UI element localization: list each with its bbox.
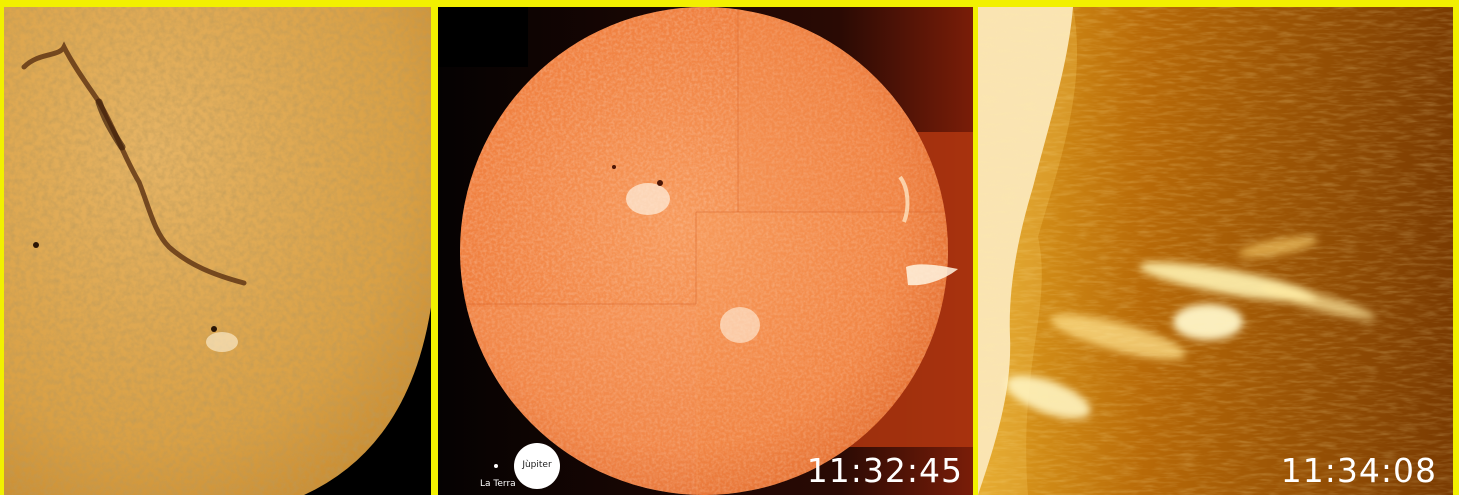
prominence-closeup-panel: 11:34:08 bbox=[978, 7, 1453, 495]
timestamp-right: 11:34:08 bbox=[1280, 451, 1437, 490]
jupiter-scale-disc: Jùpiter bbox=[514, 443, 560, 489]
full-disk-sun-image bbox=[438, 7, 973, 495]
prominence-closeup-image bbox=[978, 7, 1453, 495]
jupiter-scale-label: Jùpiter bbox=[522, 460, 552, 470]
prominence bbox=[906, 264, 958, 286]
active-region bbox=[720, 307, 760, 343]
earth-scale-dot bbox=[494, 464, 498, 468]
chromosphere-closeup-image bbox=[4, 7, 431, 495]
active-region bbox=[626, 183, 670, 215]
chromosphere-closeup-panel bbox=[4, 7, 431, 495]
earth-scale-label: La Terra bbox=[480, 479, 516, 489]
timestamp-middle: 11:32:45 bbox=[806, 451, 963, 490]
full-disk-sun-panel: La Terra Jùpiter 11:32:45 bbox=[438, 7, 973, 495]
plage-region bbox=[206, 332, 238, 352]
